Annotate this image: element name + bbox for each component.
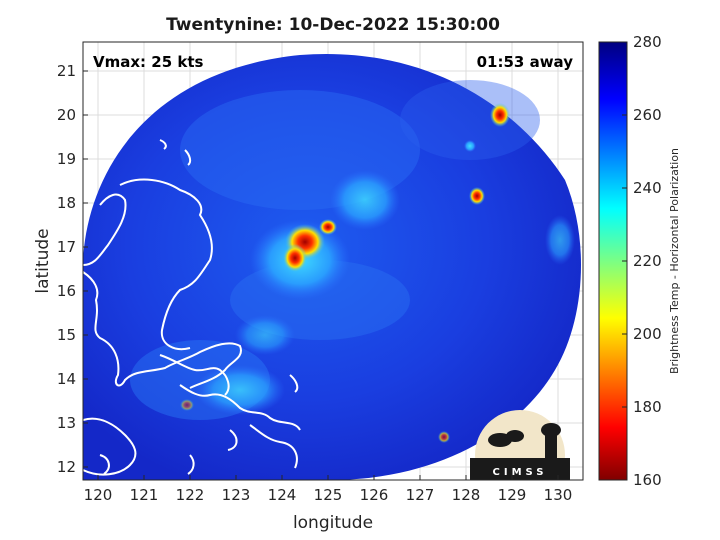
y-tick-label: 19	[57, 150, 76, 168]
colorbar-tick-label: 260	[633, 106, 662, 124]
x-tick-label: 122	[176, 486, 205, 504]
colorbar-tick-label: 160	[633, 471, 662, 489]
x-tick-label: 127	[406, 486, 435, 504]
x-tick-label: 128	[452, 486, 481, 504]
x-tick-label: 123	[222, 486, 251, 504]
logo-text: CIMSS	[493, 467, 548, 478]
colorbar-tick-label: 280	[633, 33, 662, 51]
colorbar-tick-label: 180	[633, 398, 662, 416]
colorbar-tick-label: 220	[633, 252, 662, 270]
axes-frame	[82, 41, 584, 481]
x-tick-label: 120	[84, 486, 113, 504]
x-tick-label: 129	[498, 486, 527, 504]
x-tick-label: 124	[268, 486, 297, 504]
x-tick-label: 125	[314, 486, 343, 504]
y-tick-label: 16	[57, 282, 76, 300]
y-tick-label: 18	[57, 194, 76, 212]
satellite-dish-icon	[488, 433, 512, 447]
x-tick-label: 126	[360, 486, 389, 504]
y-axis-label: latitude	[33, 228, 53, 293]
y-tick-label: 17	[57, 238, 76, 256]
x-tick-label: 121	[130, 486, 159, 504]
x-tick-label: 130	[544, 486, 573, 504]
x-axis-label: longitude	[293, 513, 373, 533]
y-tick-label: 15	[57, 326, 76, 344]
colorbar-tick-label: 240	[633, 179, 662, 197]
cimss-logo: CIMSS	[470, 410, 570, 480]
y-tick-label: 12	[57, 458, 76, 476]
map-area: Vmax: 25 kts 01:53 away CIMSS	[83, 42, 583, 480]
coastlines	[83, 139, 301, 476]
x-tick-labels: 120 121 122 123 124 125 126 127 128 129 …	[84, 486, 573, 504]
y-tick-label: 21	[57, 62, 76, 80]
y-tick-label: 13	[57, 414, 76, 432]
colorbar-label: Brightness Temp - Horizontal Polarizatio…	[668, 148, 681, 374]
y-tick-label: 14	[57, 370, 76, 388]
colorbar: 280 260 240 220 200 180 160 Brightness T…	[598, 33, 681, 489]
y-tick-label: 20	[57, 106, 76, 124]
y-tick-labels: 21 20 19 18 17 16 15 14 13 12	[57, 62, 76, 476]
x-axis	[97, 475, 559, 480]
brightness-temperature-swath	[83, 54, 581, 480]
colorbar-tick-label: 200	[633, 325, 662, 343]
plot-title: Twentynine: 10-Dec-2022 15:30:00	[166, 15, 500, 35]
time-away-label: 01:53 away	[477, 53, 574, 71]
vmax-label: Vmax: 25 kts	[93, 53, 203, 71]
y-axis	[83, 70, 88, 468]
